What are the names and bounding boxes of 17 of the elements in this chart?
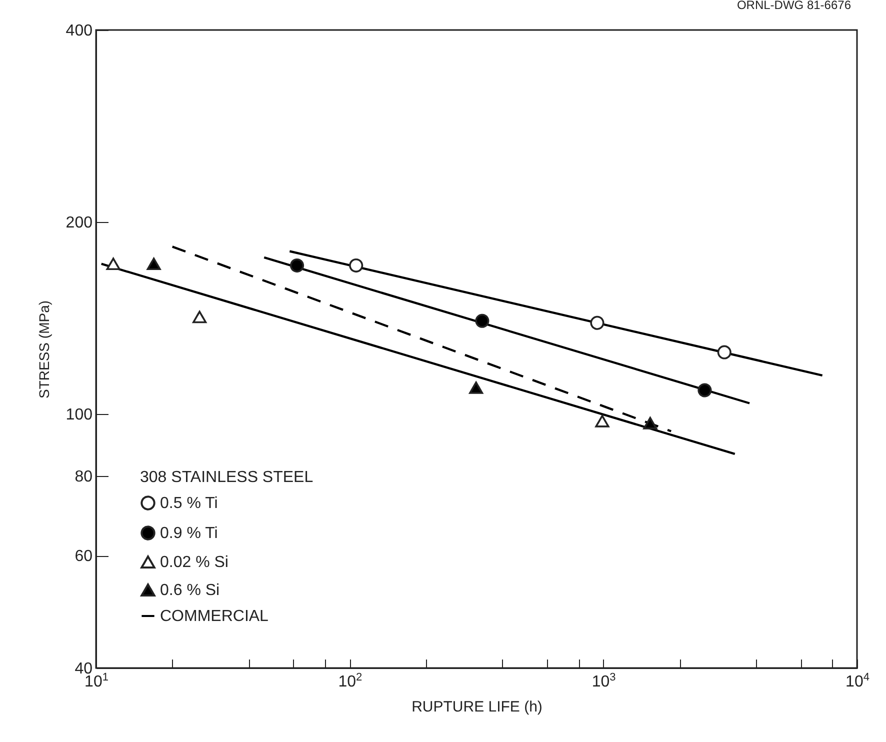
legend-label: 0.6 % Si [160,582,220,599]
y-tick-label: 400 [66,22,93,40]
legend-label: 0.5 % Ti [160,495,218,512]
x-tick-label: 10$^{4}$ [846,672,870,690]
text: ORNL-DWG 81-6676 [736,0,852,12]
x-tick-label: 10$^{2}$ [338,672,362,690]
y-axis-title: STRESS (MPa) [36,300,52,399]
y-tick-label: 60 [74,548,93,566]
legend-label: 0.9 % Ti [160,525,218,542]
x-axis-title: RUPTURE LIFE (h) [412,698,542,716]
legend-title: 308 STAINLESS STEEL [140,469,314,486]
y-tick-label: 80 [74,468,93,486]
legend-label: COMMERCIAL [160,608,269,625]
y-tick-label: 100 [66,406,93,424]
x-tick-label: 10$^{3}$ [592,672,616,690]
legend-label: 0.02 % Si [160,554,228,571]
y-tick-label: 200 [66,214,93,232]
